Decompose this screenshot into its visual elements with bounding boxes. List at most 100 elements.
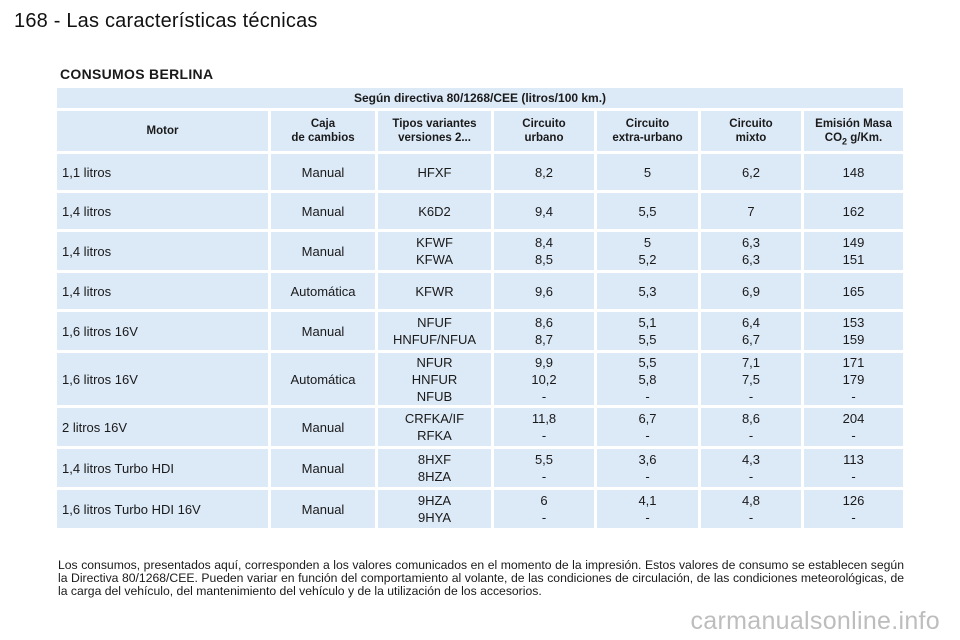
cell-mixto: 6,2 — [701, 154, 804, 190]
cell-value: 126 — [842, 493, 865, 508]
cell-urbano: 9,9 10,2- — [494, 353, 597, 405]
cell-caja: Automática — [271, 353, 378, 405]
cell-tipos: NFUR HNFUR NFUB — [378, 353, 494, 405]
cell-emision: 126 - — [804, 490, 904, 528]
cell-value: 162 — [842, 203, 865, 219]
cell-emision: 149 151 — [804, 232, 904, 270]
cell-motor: 2 litros 16V — [57, 408, 271, 446]
cell-urbano: 5,5 - — [494, 449, 597, 487]
consumption-table: Según directiva 80/1268/CEE (litros/100 … — [57, 85, 904, 531]
cell-value: 5,5 — [638, 203, 657, 219]
cell-mixto: 6,4 6,7 — [701, 312, 804, 350]
cell-value: - — [851, 469, 856, 484]
cell-value: - — [645, 469, 650, 484]
cell-value: K6D2 — [418, 203, 451, 219]
cell-tipos: KFWF KFWA — [378, 232, 494, 270]
cell-value: HNFUR — [411, 371, 458, 387]
col-header-mixto: Circuito mixto — [701, 111, 804, 151]
cell-value: 6,3 — [741, 252, 761, 267]
cell-value: 165 — [842, 283, 865, 299]
cell-motor: 1,4 litros — [57, 273, 271, 309]
watermark: carmanualsonline.info — [690, 607, 940, 635]
cell-value: 5,3 — [638, 283, 657, 299]
cell-value: 8HZA — [417, 469, 452, 484]
cell-value: NFUR — [416, 354, 453, 370]
cell-caja: Manual — [271, 408, 378, 446]
col-header-motor: Motor — [57, 111, 271, 151]
cell-mixto: 6,9 — [701, 273, 804, 309]
cell-urbano: 11,8 - — [494, 408, 597, 446]
cell-value: HNFUF/NFUA — [392, 332, 477, 347]
cell-caja: Manual — [271, 193, 378, 229]
cell-emision: 171 179- — [804, 353, 904, 405]
column-header-row: Motor Caja de cambios Tipos variantes ve… — [57, 111, 904, 151]
cell-value: - — [748, 510, 754, 525]
cell-caja: Manual — [271, 312, 378, 350]
cell-extra: 5 — [597, 154, 701, 190]
cell-value: 153 — [842, 315, 865, 330]
table-row: 1,4 litros Turbo HDI Manual 8HXF 8HZA 5,5-3,… — [57, 449, 904, 487]
table-row: 1,4 litros Automática KFWR 9,6 5,3 6,9 165 — [57, 273, 904, 309]
cell-value: - — [851, 510, 856, 525]
cell-tipos: NFUF HNFUF/NFUA — [378, 312, 494, 350]
cell-motor: 1,6 litros Turbo HDI 16V — [57, 490, 271, 528]
page-header: 168 - Las características técnicas — [14, 10, 318, 32]
cell-value: 4,1 — [638, 493, 657, 508]
cell-value: 8,4 — [534, 235, 554, 250]
cell-value: 113 — [843, 452, 864, 467]
cell-value: 151 — [842, 252, 865, 267]
table-row: 1,1 litros Manual HFXF 8,2 5 6,2 148 — [57, 154, 904, 190]
table-row: 2 litros 16V Manual CRFKA/IF RFKA 11,8-6,7-8… — [57, 408, 904, 446]
cell-emision: 165 — [804, 273, 904, 309]
cell-value: KFWF — [416, 235, 453, 250]
cell-value: NFUB — [416, 388, 453, 404]
cell-value: 9HZA — [417, 493, 452, 508]
cell-value: - — [541, 510, 547, 525]
cell-value: 9,6 — [534, 283, 554, 299]
cell-urbano: 9,6 — [494, 273, 597, 309]
cell-value: 148 — [842, 164, 865, 180]
cell-value: 7,5 — [741, 371, 761, 387]
cell-emision: 204 - — [804, 408, 904, 446]
cell-value: 5,5 — [638, 354, 657, 370]
cell-value: 5 — [643, 235, 652, 250]
cell-mixto: 4,8 - — [701, 490, 804, 528]
cell-tipos: HFXF — [378, 154, 494, 190]
cell-motor: 1,6 litros 16V — [57, 312, 271, 350]
cell-value: 3,6 — [638, 452, 657, 467]
cell-emision: 148 — [804, 154, 904, 190]
cell-value: 5,8 — [638, 371, 657, 387]
cell-value: 11,8 — [531, 411, 557, 426]
cell-value: 159 — [842, 332, 865, 347]
cell-mixto: 8,6 - — [701, 408, 804, 446]
cell-value: RFKA — [417, 428, 452, 443]
table-row: 1,6 litros Turbo HDI 16V Manual 9HZA 9HYA 6-… — [57, 490, 904, 528]
cell-value: 4,3 — [741, 452, 761, 467]
cell-urbano: 8,4 8,5 — [494, 232, 597, 270]
cell-value: 9,4 — [534, 203, 554, 219]
cell-value: - — [748, 388, 754, 404]
cell-value: 6,7 — [638, 411, 657, 426]
cell-value: NFUF — [417, 315, 452, 330]
table-row: 1,4 litros Manual KFWF KFWA 8,4 8,5 5 5,2 6,3 6,3… — [57, 232, 904, 270]
cell-value: 8,5 — [534, 252, 554, 267]
cell-extra: 6,7 - — [597, 408, 701, 446]
cell-value: 4,8 — [741, 493, 761, 508]
cell-value: - — [645, 388, 650, 404]
cell-extra: 5,3 — [597, 273, 701, 309]
cell-caja: Manual — [271, 490, 378, 528]
cell-value: 179 — [842, 371, 865, 387]
cell-value: 8,6 — [741, 411, 761, 426]
cell-value: - — [645, 510, 650, 525]
cell-value: 6,7 — [741, 332, 761, 347]
cell-motor: 1,4 litros — [57, 193, 271, 229]
cell-emision: 113 - — [804, 449, 904, 487]
cell-value: 10,2 — [531, 371, 557, 387]
cell-value: CRFKA/IF — [404, 411, 465, 426]
cell-extra: 5,1 5,5 — [597, 312, 701, 350]
cell-value: 9HYA — [418, 510, 451, 525]
cell-caja: Manual — [271, 154, 378, 190]
cell-emision: 153 159 — [804, 312, 904, 350]
cell-value: 5 — [643, 164, 652, 180]
cell-caja: Manual — [271, 449, 378, 487]
